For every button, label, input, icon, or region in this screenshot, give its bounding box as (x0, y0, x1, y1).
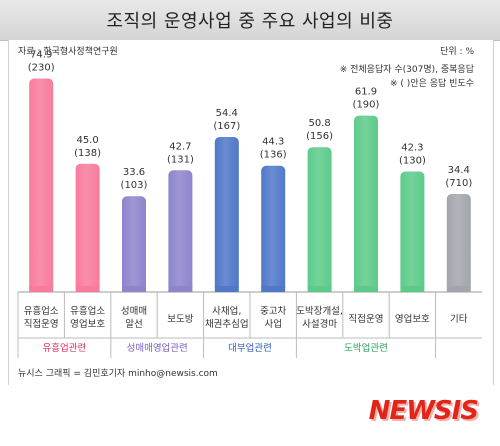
category-label: 사채업, (212, 305, 241, 317)
category-label: 사업 (264, 318, 281, 330)
title-bar: 조직의 운영사업 중 주요 사업의 비중 (0, 0, 500, 41)
value-label: 42.7 (169, 141, 191, 152)
count-label: (230) (28, 63, 55, 74)
value-label: 54.4 (216, 108, 238, 119)
category-label: 보도방 (167, 314, 193, 325)
value-label: 44.3 (262, 137, 284, 148)
credit-line: 뉴시스 그래픽 = 김민호기자 minho@newsis.com (18, 369, 218, 379)
value-label: 34.4 (448, 165, 470, 176)
category-label: 직접운영 (24, 318, 59, 330)
value-label: 50.8 (308, 118, 330, 129)
count-label: (710) (445, 178, 472, 189)
group-label: 대부업관련 (228, 342, 272, 354)
count-label: (167) (213, 121, 240, 132)
bar (214, 136, 239, 292)
count-label: (190) (353, 100, 380, 111)
bar (400, 171, 425, 292)
category-label: 중고차 (260, 305, 286, 317)
source-label: 자료 : 한국형사정책연구원 (18, 47, 118, 57)
bar-base (168, 286, 193, 292)
category-label: 채권추심업 (205, 318, 249, 330)
bar (168, 170, 193, 292)
count-label: (130) (399, 155, 426, 166)
bar-base (307, 286, 332, 292)
newsis-logo: NEWSIS (368, 396, 479, 426)
count-label: (131) (167, 154, 194, 165)
bar-base (122, 286, 146, 292)
category-label: 영업보호 (70, 318, 105, 330)
category-label: 유흥업소 (70, 305, 105, 317)
unit-label: 단위 : % (440, 47, 474, 57)
bar-base (446, 286, 471, 292)
bar (354, 115, 378, 293)
group-label: 성매매영업관련 (127, 342, 188, 354)
bar-base (354, 286, 378, 292)
value-label: 74.9 (30, 50, 52, 61)
category-label: 직접운영 (349, 313, 384, 325)
bar (446, 193, 471, 292)
bar (122, 196, 146, 292)
category-label: 영업보호 (395, 313, 430, 325)
count-label: (136) (260, 150, 287, 161)
category-label: 도박장개설, (296, 306, 343, 317)
bar-base (261, 286, 286, 292)
value-label: 33.6 (123, 167, 145, 178)
group-label: 유흥업관련 (43, 342, 87, 354)
group-label: 도박업관련 (344, 342, 388, 354)
frequency-note: ※ ( )안은 응답 빈도수 (390, 79, 474, 89)
logo-shadow: NEWSIS (370, 398, 481, 428)
chart-title: 조직의 운영사업 중 주요 사업의 비중 (106, 11, 394, 32)
category-label: 성매매 (121, 306, 147, 317)
bar (75, 163, 100, 292)
value-label: 61.9 (355, 87, 377, 98)
value-label: 42.3 (401, 142, 423, 153)
bar-base (29, 286, 54, 292)
respondent-note: ※ 전체응답자 수(307명), 중복응답 (339, 65, 474, 75)
bar-base (75, 286, 100, 292)
category-label: 유흥업소 (24, 305, 59, 317)
category-label: 기타 (450, 314, 468, 325)
count-label: (138) (74, 148, 101, 159)
count-label: (103) (121, 180, 148, 191)
category-label: 사설경마 (302, 318, 337, 330)
value-label: 45.0 (76, 135, 98, 146)
bar (29, 78, 54, 292)
category-label: 알선 (125, 319, 142, 330)
count-label: (156) (306, 131, 333, 142)
bar-base (214, 286, 239, 292)
bar (261, 165, 286, 292)
bar-base (400, 286, 425, 292)
bar (307, 147, 332, 292)
